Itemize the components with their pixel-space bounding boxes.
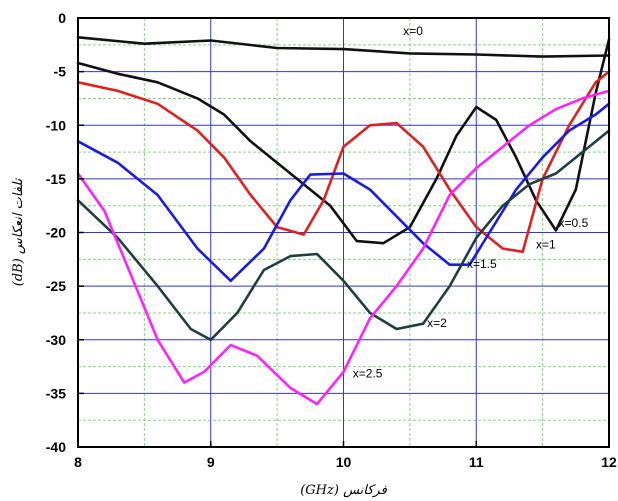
y-tick-label: -35 [46, 385, 66, 401]
series-line-x-1 [76, 70, 611, 254]
y-axis-title: تلفات انعکاس (dB) [11, 177, 26, 286]
series-layer [76, 35, 611, 406]
series-line-x-0 [76, 35, 611, 58]
y-tick-label: -15 [46, 171, 66, 187]
series-line-x-2-5 [76, 89, 611, 406]
y-tick-label: -5 [54, 64, 67, 80]
major-grid [78, 18, 609, 447]
y-tick-label: -10 [46, 117, 66, 133]
series-line-x-1-5 [76, 102, 611, 283]
series-label: x=2.5 [353, 366, 383, 380]
y-tick-label: -25 [46, 278, 66, 294]
x-tick-label: 11 [469, 454, 484, 470]
y-tick-label: -30 [46, 332, 66, 348]
series-label: x=0.5 [559, 216, 589, 230]
series-label: x=2 [427, 316, 447, 330]
x-tick-label: 8 [74, 454, 82, 470]
y-tick-label: -40 [46, 439, 66, 455]
series-label: x=1.5 [467, 257, 497, 271]
tick-labels: 8 9 10 11 12 0 -5 -10 -15 -20 -25 -30 -35 -40 [46, 10, 617, 470]
series-labels: x=0 x=0.5x=1 x=1.5 x=2 x=2.5 [353, 24, 589, 380]
series-line-x-0-5 [76, 38, 611, 245]
x-axis-title: فرکانس (GHz) [300, 483, 387, 498]
series-label: x=1 [536, 238, 556, 252]
series-label: x=0 [403, 24, 423, 38]
series-line-x-2 [76, 129, 611, 342]
x-tick-label: 10 [336, 454, 352, 470]
axis-ticks [77, 17, 610, 448]
x-tick-label: 9 [207, 454, 215, 470]
y-tick-label: -20 [46, 225, 66, 241]
y-tick-label: 0 [58, 10, 66, 26]
x-tick-label: 12 [601, 454, 617, 470]
